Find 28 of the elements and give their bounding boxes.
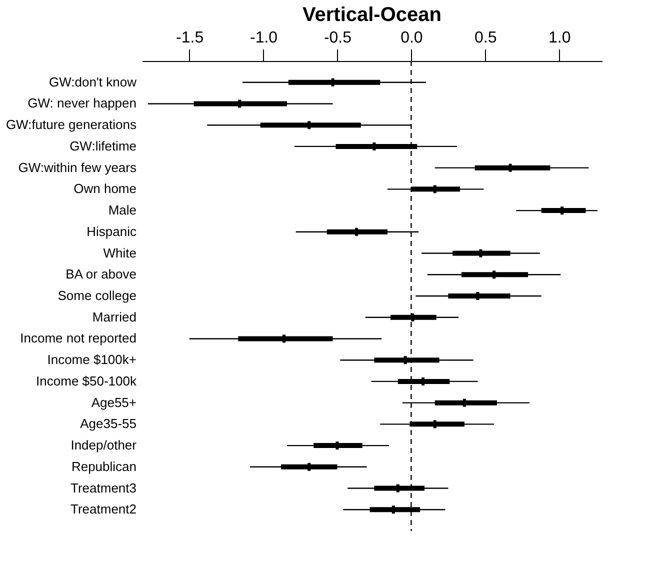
y-tick-label: Age35-55 — [80, 416, 136, 432]
x-tick-label: -1.5 — [176, 30, 204, 46]
y-tick-label: BA or above — [66, 266, 136, 282]
y-tick-label: Indep/other — [70, 438, 138, 453]
chart-title: Vertical-Ocean — [302, 4, 442, 26]
y-tick-label: GW:future generations — [6, 117, 137, 132]
y-tick-label: Income not reported — [20, 330, 136, 346]
y-tick-label: GW:don't know — [48, 74, 138, 90]
y-tick-label: Married — [92, 309, 136, 324]
y-tick-label: White — [103, 245, 136, 260]
y-tick-label: Hispanic — [86, 224, 137, 239]
x-tick-label: -1.0 — [250, 30, 278, 46]
x-tick-label: -0.5 — [324, 30, 352, 46]
x-tick-label: 0.5 — [474, 30, 497, 46]
x-tick-label: 0.0 — [400, 30, 423, 46]
y-tick-label: Treatment2 — [70, 502, 136, 517]
y-tick-label: GW:lifetime — [70, 138, 136, 154]
y-tick-label: Treatment3 — [70, 480, 136, 496]
y-tick-label: Income $100k+ — [47, 352, 136, 368]
y-tick-label: Age55+ — [91, 394, 136, 410]
x-tick-label: 1.0 — [548, 30, 571, 46]
y-tick-label: GW:within few years — [18, 160, 137, 175]
y-tick-label: Own home — [74, 181, 136, 196]
y-tick-label: Income $50-100k — [36, 373, 137, 388]
y-tick-label: Male — [108, 202, 136, 218]
y-tick-label: GW: never happen — [28, 96, 136, 111]
y-tick-label: Some college — [58, 288, 136, 303]
y-tick-label: Republican — [71, 458, 136, 474]
